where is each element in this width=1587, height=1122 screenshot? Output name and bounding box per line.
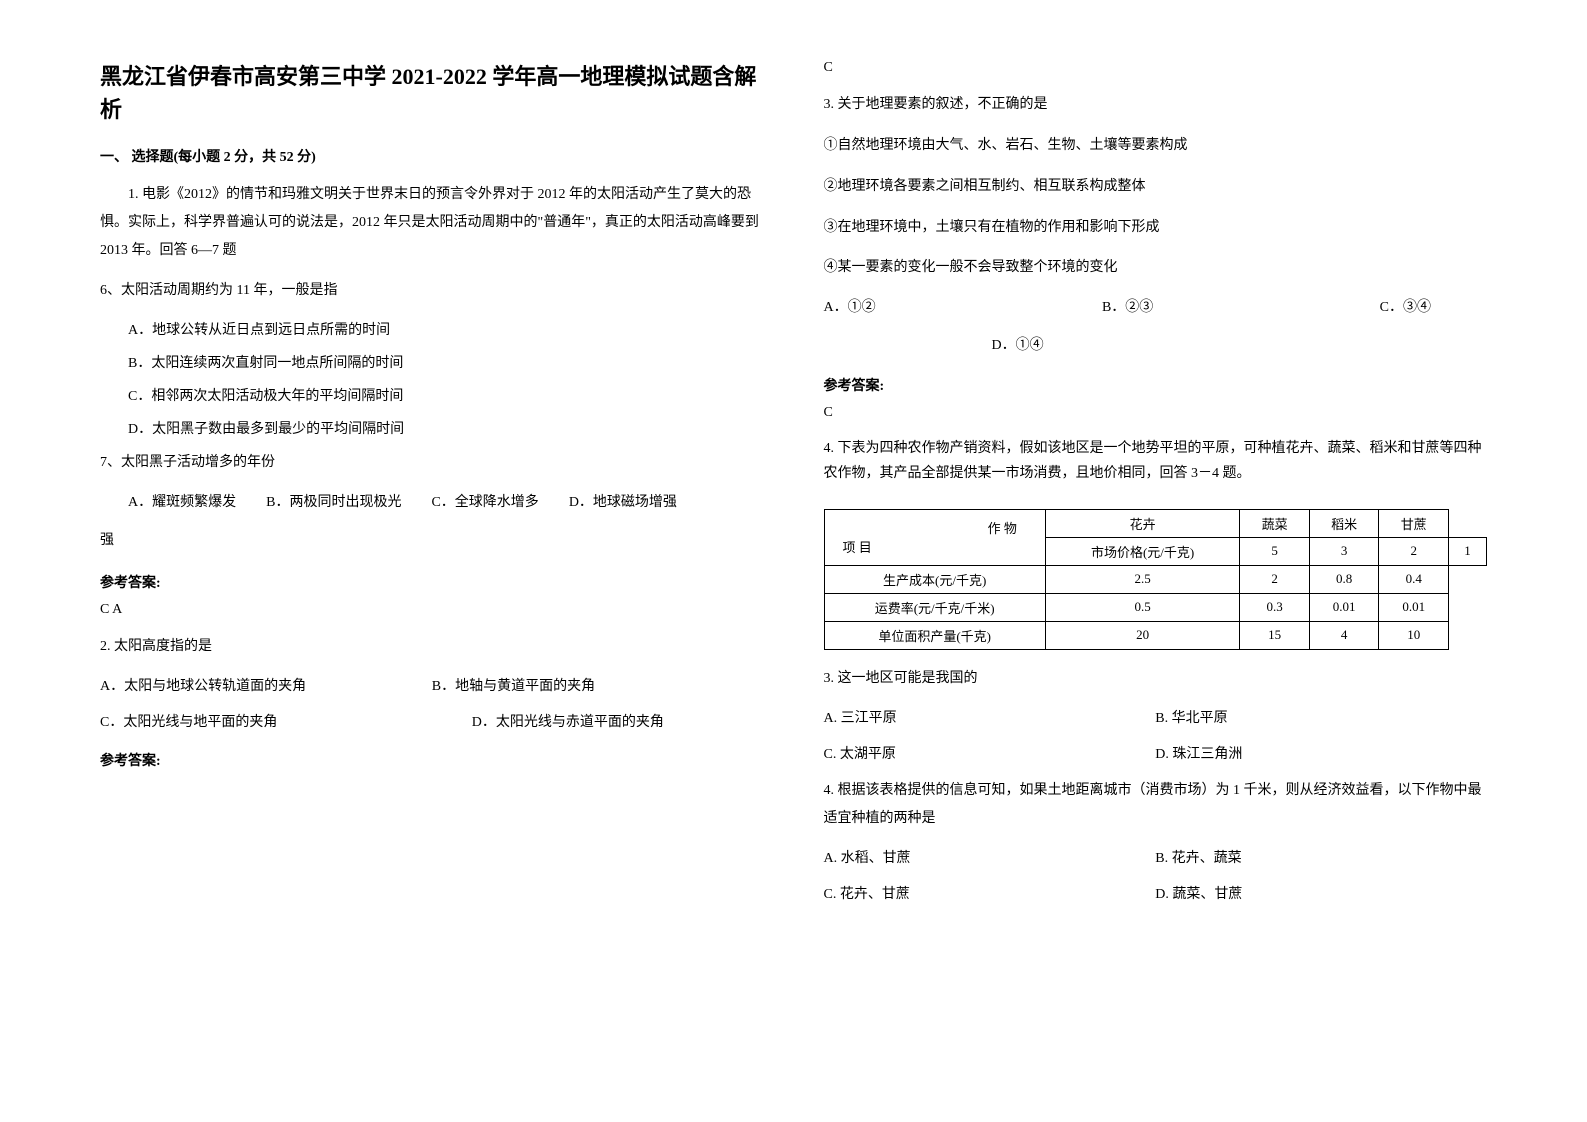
q2-answer: C (824, 60, 1488, 76)
q4-q3-option-c: C. 太湖平原 (824, 741, 1156, 769)
q1-passage: 1. 电影《2012》的情节和玛雅文明关于世界末日的预言令外界对于 2012 年… (100, 181, 764, 265)
q6-option-d: D．太阳黑子数由最多到最少的平均间隔时间 (100, 416, 764, 444)
q3-answer: C (824, 405, 1488, 421)
table-cell: 0.01 (1309, 593, 1379, 621)
table-header-col2: 蔬菜 (1240, 509, 1310, 537)
table-cell: 单位面积产量(千克) (824, 621, 1045, 649)
q1-answer-label: 参考答案: (100, 572, 764, 592)
table-header-col3: 稻米 (1309, 509, 1379, 537)
q2-option-a: A．太阳与地球公转轨道面的夹角 (100, 673, 432, 701)
q2-options-row1: A．太阳与地球公转轨道面的夹角 B．地轴与黄道平面的夹角 (100, 673, 764, 701)
q3-s2: ②地理环境各要素之间相互制约、相互联系构成整体 (824, 172, 1488, 203)
table-row: 生产成本(元/千克) 2.5 2 0.8 0.4 (824, 565, 1487, 593)
q4-q3-options-row1: A. 三江平原 B. 华北平原 (824, 705, 1488, 733)
q7-stem: 7、太阳黑子活动增多的年份 (100, 449, 764, 477)
q2-option-d: D．太阳光线与赤道平面的夹角 (392, 709, 764, 737)
document-title: 黑龙江省伊春市高安第三中学 2021-2022 学年高一地理模拟试题含解析 (100, 60, 764, 126)
q4-q4-option-d: D. 蔬菜、甘蔗 (1155, 881, 1487, 909)
crop-table: 作 物 项 目 花卉 蔬菜 稻米 甘蔗 市场价格(元/千克) 5 3 2 1 生… (824, 509, 1488, 650)
q3-s4: ④某一要素的变化一般不会导致整个环境的变化 (824, 253, 1488, 284)
table-cell: 市场价格(元/千克) (1045, 537, 1239, 565)
q4-q3-stem: 3. 这一地区可能是我国的 (824, 665, 1488, 693)
right-column: C 3. 关于地理要素的叙述，不正确的是 ①自然地理环境由大气、水、岩石、生物、… (824, 60, 1488, 1062)
q7-option-a: A．耀斑频繁爆发 (128, 489, 236, 517)
q6-stem: 6、太阳活动周期约为 11 年，一般是指 (100, 277, 764, 305)
table-cell: 15 (1240, 621, 1310, 649)
table-cell: 0.3 (1240, 593, 1310, 621)
table-cell: 0.4 (1379, 565, 1449, 593)
q2-options-row2: C．太阳光线与地平面的夹角 D．太阳光线与赤道平面的夹角 (100, 709, 764, 737)
table-header-col1: 花卉 (1045, 509, 1239, 537)
table-cell: 10 (1379, 621, 1449, 649)
q4-q4-option-b: B. 花卉、蔬菜 (1155, 845, 1487, 873)
table-cell: 0.8 (1309, 565, 1379, 593)
q3-option-b: B．②③ (1102, 294, 1153, 322)
q2-stem: 2. 太阳高度指的是 (100, 633, 764, 661)
q3-option-a: A．①② (824, 294, 876, 322)
table-cell: 3 (1309, 537, 1379, 565)
table-cell: 0.01 (1379, 593, 1449, 621)
table-cell: 5 (1240, 537, 1310, 565)
table-header-item: 项 目 (833, 537, 1037, 556)
left-column: 黑龙江省伊春市高安第三中学 2021-2022 学年高一地理模拟试题含解析 一、… (100, 60, 764, 1062)
q7-option-c: C．全球降水增多 (431, 489, 538, 517)
q6-option-c: C．相邻两次太阳活动极大年的平均间隔时间 (100, 383, 764, 411)
q4-q4-options-row2: C. 花卉、甘蔗 D. 蔬菜、甘蔗 (824, 881, 1488, 909)
q3-s3: ③在地理环境中，土壤只有在植物的作用和影响下形成 (824, 213, 1488, 244)
q6-option-a: A．地球公转从近日点到远日点所需的时间 (100, 317, 764, 345)
q3-options-row1: A．①② B．②③ C．③④ (824, 294, 1488, 322)
q3-option-c: C．③④ (1380, 294, 1431, 322)
q6-option-b: B．太阳连续两次直射同一地点所间隔的时间 (100, 350, 764, 378)
table-header-row: 作 物 项 目 花卉 蔬菜 稻米 甘蔗 (824, 509, 1487, 537)
table-cell: 2 (1379, 537, 1449, 565)
q4-q3-option-b: B. 华北平原 (1155, 705, 1487, 733)
q2-option-c: C．太阳光线与地平面的夹角 (100, 709, 392, 737)
table-cell: 2 (1240, 565, 1310, 593)
q7-trailing: 强 (100, 527, 764, 555)
q3-stem: 3. 关于地理要素的叙述，不正确的是 (824, 91, 1488, 119)
q7-option-b: B．两极同时出现极光 (266, 489, 401, 517)
table-cell: 4 (1309, 621, 1379, 649)
table-header-col4: 甘蔗 (1379, 509, 1449, 537)
table-row: 运费率(元/千克/千米) 0.5 0.3 0.01 0.01 (824, 593, 1487, 621)
q7-options-row: A．耀斑频繁爆发 B．两极同时出现极光 C．全球降水增多 D．地球磁场增强 (100, 489, 764, 517)
table-header-crop: 作 物 (833, 518, 1037, 537)
q3-s1: ①自然地理环境由大气、水、岩石、生物、土壤等要素构成 (824, 131, 1488, 162)
q4-q4-option-a: A. 水稻、甘蔗 (824, 845, 1156, 873)
q4-q4-stem: 4. 根据该表格提供的信息可知，如果土地距离城市（消费市场）为 1 千米，则从经… (824, 777, 1488, 833)
q4-q3-option-d: D. 珠江三角洲 (1155, 741, 1487, 769)
table-cell: 20 (1045, 621, 1239, 649)
q2-answer-label: 参考答案: (100, 750, 764, 770)
table-cell: 2.5 (1045, 565, 1239, 593)
table-row: 单位面积产量(千克) 20 15 4 10 (824, 621, 1487, 649)
table-cell: 0.5 (1045, 593, 1239, 621)
q4-passage: 4. 下表为四种农作物产销资料，假如该地区是一个地势平坦的平原，可种植花卉、蔬菜… (824, 436, 1488, 486)
q3-answer-label: 参考答案: (824, 375, 1488, 395)
table-cell: 运费率(元/千克/千米) (824, 593, 1045, 621)
table-corner-cell: 作 物 项 目 (824, 509, 1045, 565)
q2-option-b: B．地轴与黄道平面的夹角 (432, 673, 764, 701)
table-cell: 生产成本(元/千克) (824, 565, 1045, 593)
q7-option-d: D．地球磁场增强 (569, 489, 677, 517)
q4-q3-options-row2: C. 太湖平原 D. 珠江三角洲 (824, 741, 1488, 769)
section-header: 一、 选择题(每小题 2 分，共 52 分) (100, 146, 764, 166)
q4-q4-options-row1: A. 水稻、甘蔗 B. 花卉、蔬菜 (824, 845, 1488, 873)
q1-answer: C A (100, 602, 764, 618)
q3-option-d: D．①④ (824, 332, 1488, 360)
q4-q4-option-c: C. 花卉、甘蔗 (824, 881, 1156, 909)
q4-q3-option-a: A. 三江平原 (824, 705, 1156, 733)
table-cell: 1 (1448, 537, 1486, 565)
